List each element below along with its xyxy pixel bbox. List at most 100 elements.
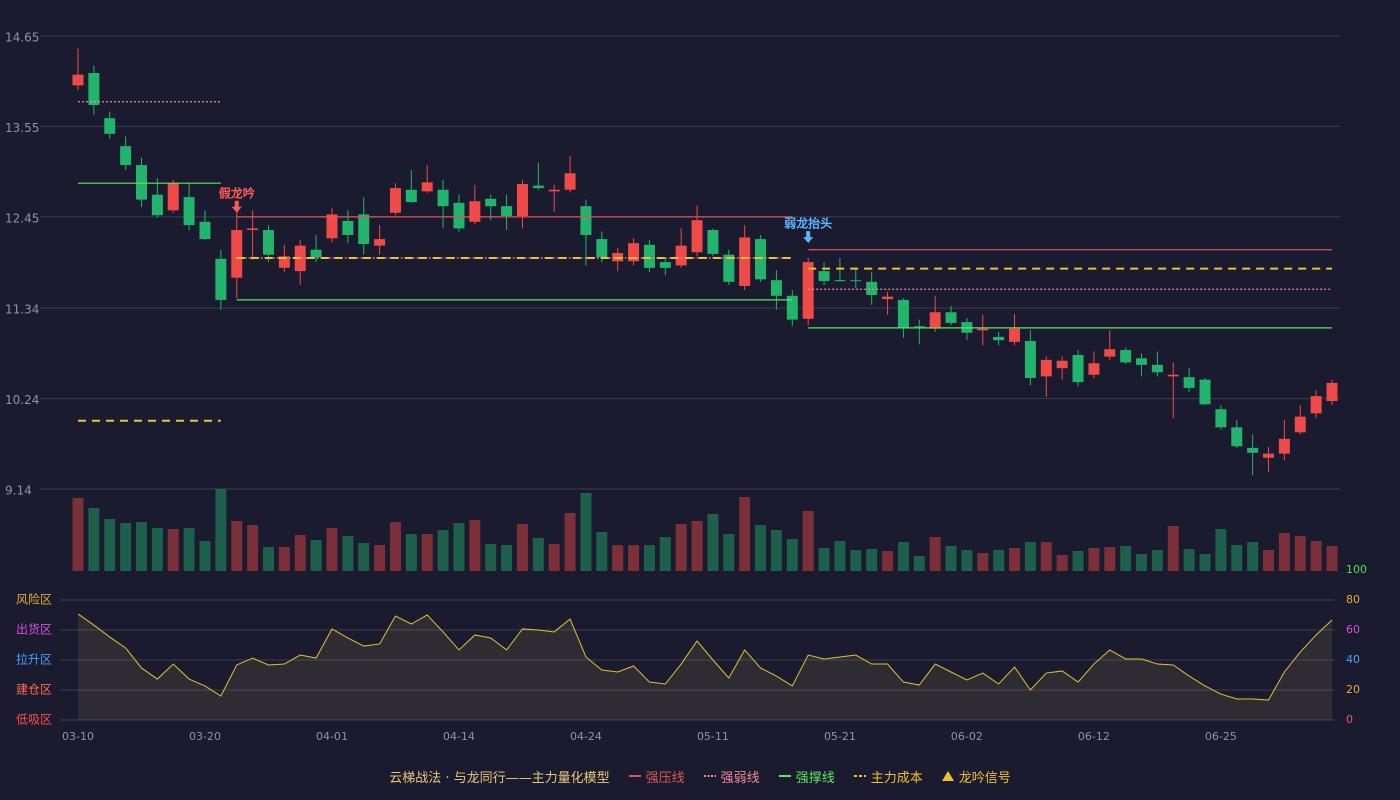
candle-body (183, 197, 195, 226)
candle-body (104, 118, 116, 134)
volume-bar (1215, 529, 1227, 571)
candle-body (1263, 453, 1275, 458)
candle-body (548, 189, 560, 192)
candle-body (1009, 328, 1021, 342)
candle-body (739, 237, 751, 286)
overlay-line (236, 216, 1332, 251)
volume-bar (818, 548, 830, 571)
candle-body (1040, 359, 1052, 377)
volume-bar (755, 525, 767, 571)
candle-body (850, 280, 862, 282)
candle-body (929, 312, 941, 329)
overlay-line (78, 101, 1332, 290)
volume-bar (723, 534, 735, 571)
volume-bar (770, 530, 782, 571)
volume-bar (1009, 548, 1021, 571)
volume-bar (1310, 541, 1322, 571)
x-tick-label: 06-02 (951, 730, 983, 743)
volume-bar (199, 541, 211, 571)
candle-body (310, 249, 322, 258)
y2-tick-label: 0 (1346, 713, 1353, 726)
volume-bar (929, 537, 941, 571)
indicator-area (78, 613, 1332, 720)
candle-body (770, 280, 782, 296)
volume-bar (1136, 554, 1148, 571)
candle-body (342, 220, 354, 235)
candle-body (199, 221, 211, 240)
legend: 云梯战法 · 与龙同行——主力量化模型 强压线 强弱线 强撑线 主力成本 龙吟信号 (0, 764, 1400, 788)
zone-label: 建仓区 (16, 683, 52, 697)
volume-bar (326, 528, 338, 571)
x-tick-label: 03-10 (62, 730, 94, 743)
legend-item: 强撑线 (778, 767, 835, 786)
x-tick-label: 06-25 (1205, 730, 1237, 743)
x-tick-label: 03-20 (189, 730, 221, 743)
candle-body (1199, 379, 1211, 405)
legend-swatch (628, 775, 641, 777)
volume-bar (342, 536, 354, 571)
volume-bar (1263, 550, 1275, 571)
candle-body (802, 262, 814, 319)
volume-bar (691, 521, 703, 571)
signal-label: 弱龙抬头 (784, 216, 832, 231)
candle-body (580, 206, 592, 235)
x-tick-label: 04-01 (316, 730, 348, 743)
candle-body (1056, 360, 1068, 369)
volume-bar (961, 550, 973, 571)
volume-bar (516, 524, 528, 571)
volume-bar (1183, 549, 1195, 571)
volume-bar (1104, 547, 1116, 571)
volume-bar (1278, 533, 1290, 571)
candle-body (151, 194, 163, 216)
volume-bar (501, 545, 513, 571)
candle-body (516, 183, 528, 217)
candle-body (897, 299, 909, 328)
y-tick-label: 13.55 (5, 121, 39, 135)
volume-bar (913, 556, 925, 571)
volume-bar (1247, 542, 1259, 571)
candle-body (374, 239, 386, 246)
candle-body (1120, 350, 1132, 363)
volume-bar (548, 544, 560, 571)
candle-body (262, 230, 274, 255)
candle-body (882, 296, 894, 300)
candle-body (389, 188, 401, 213)
volume-bar (1056, 555, 1068, 571)
legend-item: 强弱线 (703, 767, 760, 786)
candle-body (72, 74, 84, 86)
volume-bar (278, 547, 290, 571)
volume-bar (262, 547, 274, 571)
volume-bar (453, 523, 465, 571)
candle-body (405, 189, 417, 203)
candle-body (135, 165, 147, 200)
candle-body (1231, 427, 1243, 447)
volume-bar (120, 523, 132, 571)
volume-bar (247, 525, 259, 571)
legend-swatch (941, 771, 954, 781)
candle-body (1183, 377, 1195, 388)
legend-label: 主力成本 (870, 770, 923, 786)
x-tick-label: 04-14 (443, 730, 475, 743)
candle-body (707, 230, 719, 254)
volume-bar (993, 550, 1005, 571)
candle-body (691, 220, 703, 253)
volume-bar (628, 545, 640, 571)
legend-label: 强弱线 (720, 770, 760, 786)
volume-bar (659, 537, 671, 571)
volume-bar (88, 508, 100, 571)
volume-bar (215, 489, 227, 571)
candle-body (1278, 438, 1290, 454)
volume-bar (405, 534, 417, 571)
overlay-line (78, 182, 1332, 329)
candle-body (945, 312, 957, 323)
volume-bar (72, 498, 84, 571)
candle-body (358, 214, 370, 245)
volume-bar (183, 528, 195, 571)
volume-bar (294, 535, 306, 571)
chart: 14.65 13.55 12.45 11.34 10.24 9.14 假龙吟弱龙抬头风险区出… (5, 31, 1367, 744)
candle-body (1024, 341, 1036, 379)
volume-bar (1024, 542, 1036, 571)
y-tick-label: 11.34 (5, 303, 39, 317)
volume-bar (374, 545, 386, 571)
volume-bar (897, 542, 909, 571)
